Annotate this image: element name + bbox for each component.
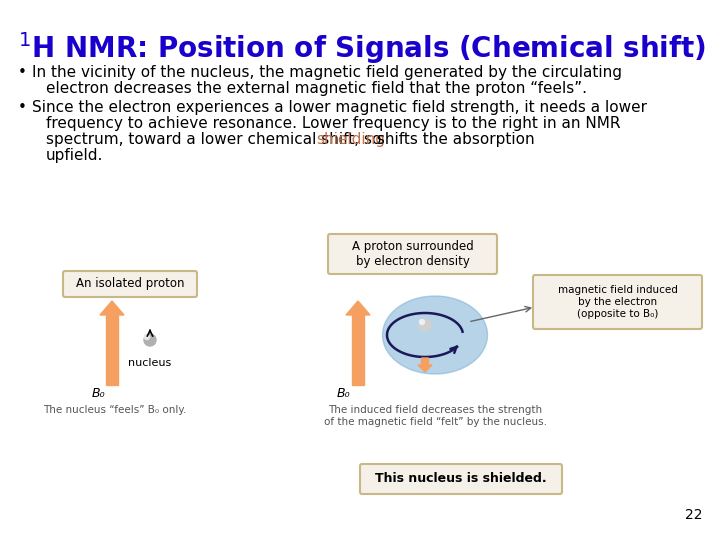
Text: $^1$H NMR: Position of Signals (Chemical shift): $^1$H NMR: Position of Signals (Chemical… <box>18 30 706 66</box>
Text: frequency to achieve resonance. Lower frequency is to the right in an NMR: frequency to achieve resonance. Lower fr… <box>46 116 621 131</box>
Text: shielding: shielding <box>317 132 386 147</box>
FancyBboxPatch shape <box>328 234 497 274</box>
Text: upfield.: upfield. <box>46 148 104 163</box>
Text: nucleus: nucleus <box>128 358 171 368</box>
Text: A proton surrounded
by electron density: A proton surrounded by electron density <box>351 240 473 268</box>
Text: •: • <box>18 65 27 80</box>
Circle shape <box>145 334 150 340</box>
Text: •: • <box>18 100 27 115</box>
Text: The induced field decreases the strength
of the magnetic field “felt” by the nuc: The induced field decreases the strength… <box>323 405 546 427</box>
Text: In the vicinity of the nucleus, the magnetic field generated by the circulating: In the vicinity of the nucleus, the magn… <box>32 65 622 80</box>
Text: This nucleus is shielded.: This nucleus is shielded. <box>375 472 546 485</box>
Circle shape <box>144 334 156 346</box>
FancyArrow shape <box>106 315 118 385</box>
FancyArrow shape <box>100 301 124 315</box>
Text: spectrum, toward a lower chemical shift, so: spectrum, toward a lower chemical shift,… <box>46 132 386 147</box>
Circle shape <box>419 319 431 331</box>
Text: The nucleus “feels” B₀ only.: The nucleus “feels” B₀ only. <box>43 405 186 415</box>
Text: 22: 22 <box>685 508 702 522</box>
Ellipse shape <box>382 296 487 374</box>
Text: Since the electron experiences a lower magnetic field strength, it needs a lower: Since the electron experiences a lower m… <box>32 100 647 115</box>
Text: B₀: B₀ <box>337 387 351 400</box>
Text: B₀: B₀ <box>92 387 106 400</box>
FancyArrow shape <box>346 301 370 315</box>
FancyArrow shape <box>352 315 364 385</box>
FancyBboxPatch shape <box>63 271 197 297</box>
Text: electron decreases the external magnetic field that the proton “feels”.: electron decreases the external magnetic… <box>46 81 587 96</box>
Text: magnetic field induced
by the electron
(opposite to B₀): magnetic field induced by the electron (… <box>557 286 678 319</box>
FancyBboxPatch shape <box>533 275 702 329</box>
FancyBboxPatch shape <box>360 464 562 494</box>
FancyArrow shape <box>418 358 432 372</box>
Circle shape <box>420 320 425 325</box>
Text: shifts the absorption: shifts the absorption <box>372 132 534 147</box>
Text: An isolated proton: An isolated proton <box>76 278 184 291</box>
